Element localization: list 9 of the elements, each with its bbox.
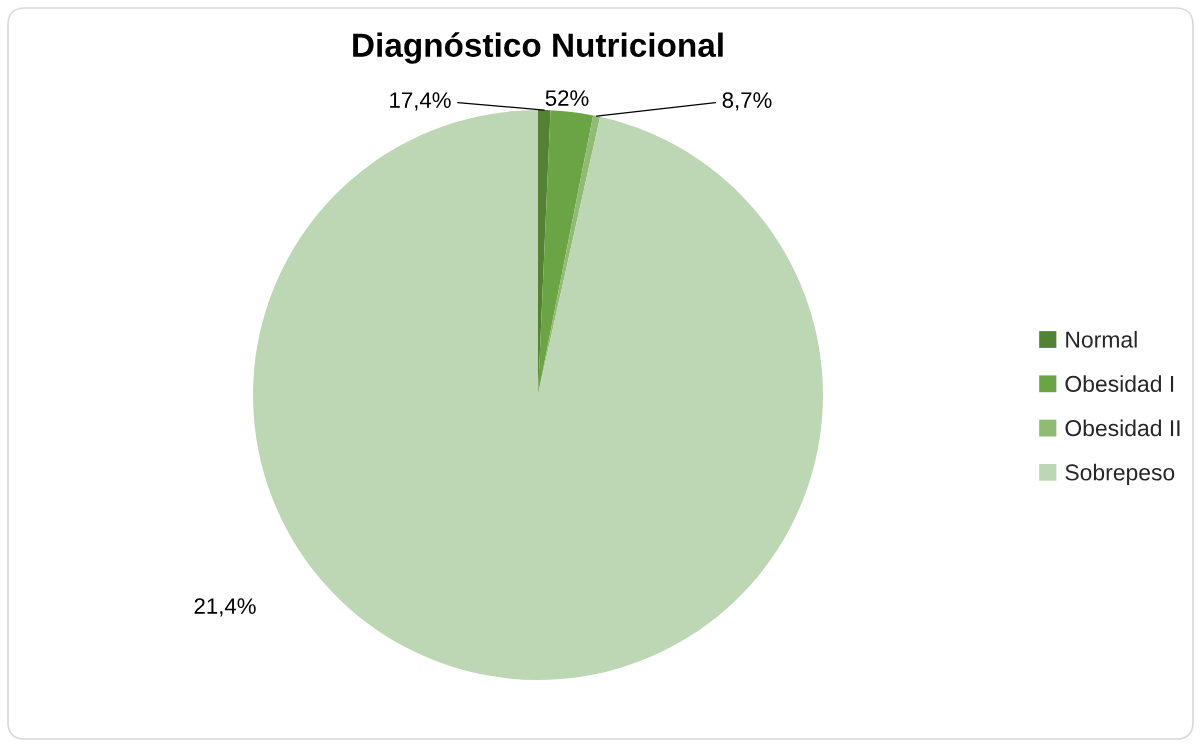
legend-label: Obesidad II [1065,419,1180,437]
chart-title: Diagnóstico Nutricional [353,32,723,64]
legend-label: Sobrepeso [1065,463,1175,486]
legend-label: Obesidad I [1065,375,1174,393]
text: 52% [545,90,589,106]
legend-label: Normal [1066,330,1137,348]
text: 21,4% [194,598,256,617]
text: 8,7% [722,92,772,111]
text: 17,4% [390,92,451,111]
